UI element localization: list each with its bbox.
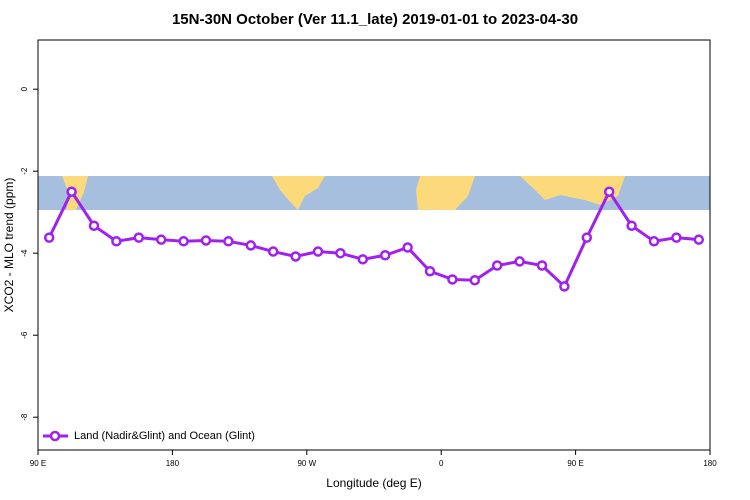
land [272,176,325,210]
data-point [671,232,682,243]
data-point [559,281,570,292]
data-point [424,265,436,277]
x-axis-label: Longitude (deg E) [326,476,421,490]
legend-marker [49,430,61,442]
chart-title: 15N-30N October (Ver 11.1_late) 2019-01-… [172,11,578,28]
data-point [223,236,234,247]
x-tick-label: 90 E [567,459,583,468]
x-tick-label: 0 [439,459,444,468]
x-tick-label: 180 [703,459,717,468]
data-point [536,260,548,271]
data-point [626,220,637,231]
y-tick-label: -8 [20,413,29,421]
data-point [491,260,503,271]
data-point [290,251,301,262]
data-point [200,235,212,246]
y-tick-label: -2 [20,167,29,175]
y-tick-label: -4 [20,249,29,257]
data-point [603,186,615,197]
plot-frame [37,39,711,451]
data-point [469,275,481,286]
data-point [581,232,593,243]
data-point [402,242,413,253]
data-point [88,220,100,231]
x-tick-label: 180 [166,459,180,468]
land [416,176,475,210]
data-point [178,236,189,247]
y-tick-label: 0 [20,86,29,91]
data-point [111,236,122,247]
data-point [447,274,458,285]
y-axis-label: XCO2 - MLO trend (ppm) [2,178,16,313]
data-point [245,240,257,251]
data-point [133,232,145,243]
data-point [357,254,369,265]
y-tick-label: -6 [20,331,29,339]
x-tick-label: 90 E [30,459,46,468]
data-point [693,234,705,245]
legend-label: Land (Nadir&Glint) and Ocean (Glint) [74,430,255,442]
data-point [312,246,324,257]
data-point [335,247,346,259]
data-point [379,250,391,261]
data-point [267,246,279,257]
data-point [43,232,55,243]
data-point [514,256,525,267]
data-point [155,234,167,245]
land [520,176,625,205]
map-band [38,176,710,210]
data-point [66,186,77,197]
data-point [648,236,660,247]
x-tick-label: 90 W [297,459,316,468]
